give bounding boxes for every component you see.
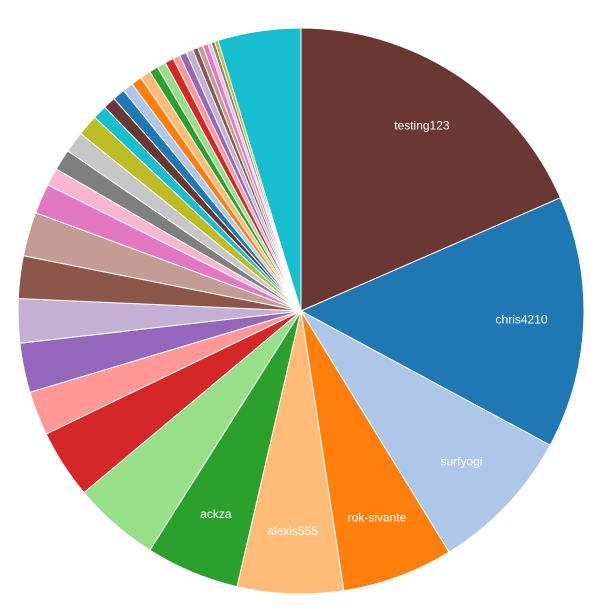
slice-label: chris4210 <box>496 312 548 326</box>
pie-slice <box>217 27 302 312</box>
pie-slice <box>300 27 562 312</box>
pie-slice <box>300 310 450 592</box>
slice-label: alexis555 <box>267 524 318 538</box>
slice-label: ackza <box>200 507 232 521</box>
pie-slice <box>299 197 585 446</box>
pie-slice <box>299 309 551 553</box>
slice-label: rok-sivante <box>348 510 407 524</box>
slice-label: testing123 <box>394 118 450 132</box>
slice-label: surfyogi <box>440 455 482 469</box>
